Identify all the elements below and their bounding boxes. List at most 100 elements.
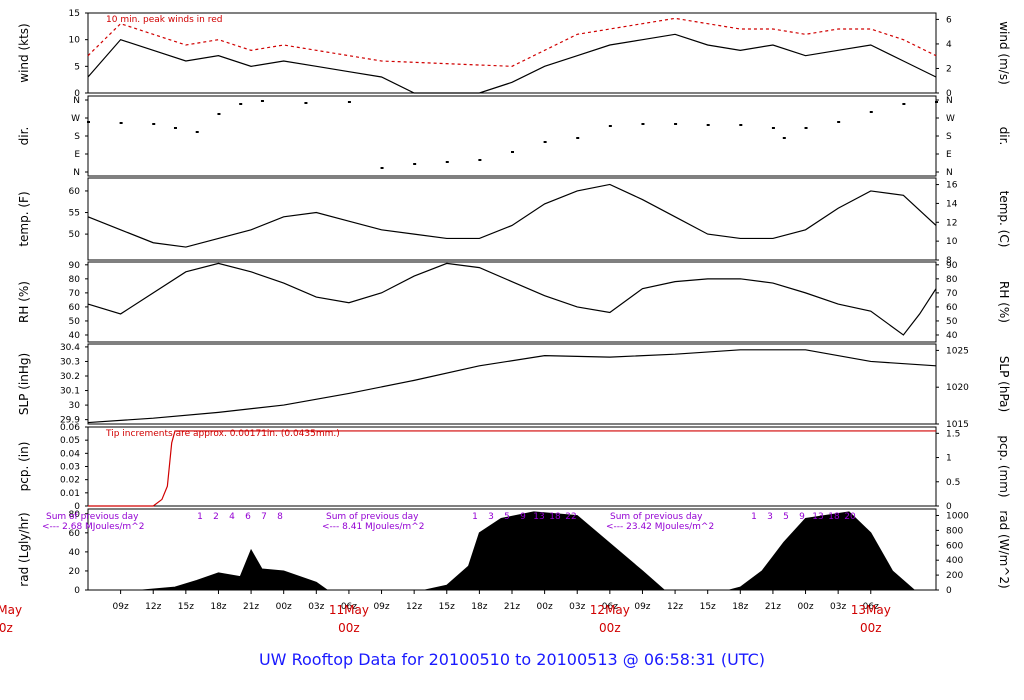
y-axis-label-right: rad (W/m^2) <box>997 510 1011 588</box>
y-tick-label-right: N <box>946 96 953 106</box>
day-label: 11May <box>329 603 369 617</box>
day-label: 12May <box>590 603 630 617</box>
y-tick-label-right: 800 <box>946 526 963 536</box>
data-point <box>739 124 743 126</box>
y-tick-label-right: 70 <box>946 289 958 299</box>
x-tick-label: 06z <box>863 602 879 612</box>
y-tick-label-right: 200 <box>946 571 963 581</box>
y-tick-label: 20 <box>69 567 81 577</box>
series-line <box>87 33 937 94</box>
y-tick-label-right: 10 <box>946 237 958 247</box>
y-tick-label-right: 0 <box>946 502 952 512</box>
y-tick-label-right: 0 <box>946 586 952 596</box>
x-tick-label: 00z <box>276 602 292 612</box>
hour-marker: 13 <box>812 512 823 522</box>
hour-marker: 2 <box>213 512 219 522</box>
panel-5 <box>85 426 939 507</box>
y-tick-label: E <box>74 150 80 160</box>
panel-2 <box>85 177 939 261</box>
y-tick-label: 0.04 <box>60 449 80 459</box>
x-tick-label: 15z <box>700 602 716 612</box>
day-label-hour: 00z <box>338 621 360 635</box>
data-point <box>217 113 221 115</box>
x-tick-label: 00z <box>797 602 813 612</box>
hour-marker: 7 <box>261 512 267 522</box>
y-tick-label-right: 60 <box>946 303 958 313</box>
y-axis-label: wind (kts) <box>17 23 31 82</box>
panel-frame <box>87 261 937 343</box>
y-tick-label-right: 0 <box>946 89 952 99</box>
day-label: 13May <box>851 603 891 617</box>
series-line <box>87 183 937 248</box>
hour-marker: 5 <box>504 512 510 522</box>
y-axis-label-right: RH (%) <box>997 281 1011 323</box>
panel-frame <box>87 177 937 261</box>
panel-4 <box>85 343 939 425</box>
x-tick-label: 03z <box>569 602 585 612</box>
hour-marker: 4 <box>229 512 235 522</box>
x-tick-label: 21z <box>765 602 781 612</box>
y-tick-label: 30.3 <box>60 357 80 367</box>
data-point <box>304 102 308 104</box>
y-tick-label: 0 <box>74 89 80 99</box>
data-point <box>478 159 482 161</box>
x-tick-label: 15z <box>439 602 455 612</box>
y-axis-label: dir. <box>17 127 31 146</box>
daily-sum-note: Sum of previous day <box>326 512 419 522</box>
y-tick-label: 0.03 <box>60 463 80 473</box>
y-axis-label-right: temp. (C) <box>997 191 1011 248</box>
hour-marker: 8 <box>277 512 283 522</box>
y-axis-label: temp. (F) <box>17 191 31 246</box>
y-axis-label-right: dir. <box>997 127 1011 146</box>
y-tick-label: 0.02 <box>60 476 80 486</box>
hour-marker: 18 <box>828 512 840 522</box>
y-tick-label: 30.2 <box>60 372 80 382</box>
chart-annotation: Tip increments are approx. 0.00171in. (0… <box>105 429 340 439</box>
x-tick-label: 18z <box>210 602 226 612</box>
data-point <box>782 137 786 139</box>
series-line <box>87 349 937 424</box>
data-point <box>195 131 199 133</box>
y-tick-label: 55 <box>69 209 80 219</box>
hour-marker: 6 <box>245 512 251 522</box>
panel-frame <box>87 343 937 425</box>
data-point <box>119 122 123 124</box>
day-label-hour: 00z <box>0 621 13 635</box>
y-tick-label-right: 600 <box>946 541 963 551</box>
x-tick-label: 00z <box>537 602 553 612</box>
data-point <box>837 121 841 123</box>
y-tick-label-right: 4 <box>946 40 952 50</box>
y-tick-label: 50 <box>69 230 81 240</box>
y-tick-label: 80 <box>69 510 81 520</box>
day-label-hour: 00z <box>860 621 882 635</box>
daily-sum-value: <--- 23.42 MJoules/m^2 <box>606 522 714 532</box>
y-tick-label: 60 <box>69 529 81 539</box>
y-tick-label-right: 1.5 <box>946 429 960 439</box>
x-tick-label: 09z <box>634 602 650 612</box>
y-tick-label: 50 <box>69 317 81 327</box>
y-tick-label-right: N <box>946 168 953 178</box>
y-tick-label: 0.05 <box>60 436 80 446</box>
y-tick-label: 70 <box>69 289 81 299</box>
data-point <box>445 161 449 163</box>
y-axis-label-right: pcp. (mm) <box>997 435 1011 497</box>
y-tick-label: 30 <box>69 401 81 411</box>
y-tick-label: 40 <box>69 331 81 341</box>
x-tick-label: 09z <box>373 602 389 612</box>
panel-frame <box>87 95 937 177</box>
hour-marker: 5 <box>783 512 789 522</box>
y-tick-label-right: 400 <box>946 556 963 566</box>
y-tick-label: 29.9 <box>60 416 80 426</box>
y-tick-label-right: 1020 <box>946 383 969 393</box>
x-tick-label: 18z <box>471 602 487 612</box>
y-tick-label: N <box>73 168 80 178</box>
y-axis-label: SLP (inHg) <box>17 353 31 415</box>
y-tick-label-right: 8 <box>946 256 952 266</box>
data-point <box>935 101 938 103</box>
data-point <box>173 127 177 129</box>
chart-annotation: 10 min. peak winds in red <box>106 15 223 25</box>
y-tick-label-right: 14 <box>946 199 958 209</box>
y-tick-label: S <box>74 132 80 142</box>
data-point <box>869 111 873 113</box>
